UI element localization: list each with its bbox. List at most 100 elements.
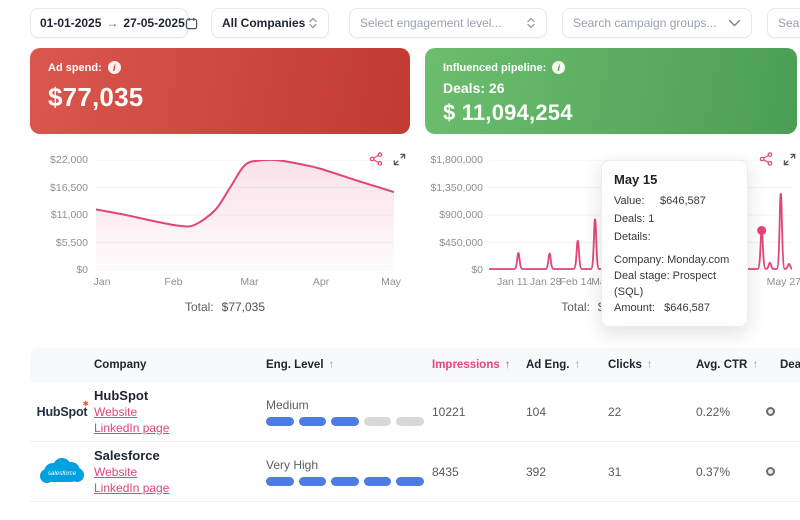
- col-deals[interactable]: Deals: [780, 359, 800, 371]
- total-value: $77,035: [222, 300, 265, 314]
- x-tick: Jan 28: [530, 276, 562, 288]
- tooltip-company: Monday.com: [667, 254, 729, 266]
- y-tick: $900,000: [439, 209, 483, 221]
- tooltip-amount-label: Amount:: [614, 302, 655, 314]
- col-avg-ctr[interactable]: Avg. CTR: [680, 359, 780, 371]
- tooltip-stage-label: Deal stage:: [614, 270, 670, 282]
- expand-icon[interactable]: [393, 153, 406, 166]
- tooltip-amount: $646,587: [664, 302, 710, 314]
- y-tick: $11,000: [51, 209, 88, 221]
- svg-text:salesforce: salesforce: [48, 470, 77, 477]
- x-tick: May 27: [767, 276, 800, 288]
- pipeline-value: $ 11,094,254: [443, 100, 779, 126]
- ad-eng-value: 104: [508, 405, 594, 419]
- ad-spend-total: Total: $77,035: [30, 300, 420, 314]
- linkedin-link[interactable]: LinkedIn page: [94, 420, 258, 436]
- tooltip-details-label: Details:: [614, 231, 735, 243]
- engagement-level-select[interactable]: Select engagement level...: [349, 8, 547, 38]
- x-tick: Jan: [93, 276, 110, 288]
- global-search-input[interactable]: Search...: [767, 8, 800, 38]
- engagement-placeholder: Select engagement level...: [360, 16, 501, 30]
- y-tick: $1,350,000: [430, 182, 483, 194]
- campaign-groups-search[interactable]: Search campaign groups...: [562, 8, 752, 38]
- deals-indicator-icon[interactable]: [766, 407, 775, 416]
- date-end: 27-05-2025: [123, 16, 184, 30]
- tooltip-company-label: Company:: [614, 254, 664, 266]
- y-axis-right-chart: $1,800,000 $1,350,000 $900,000 $450,000 …: [425, 160, 483, 270]
- tooltip-date: May 15: [614, 172, 735, 187]
- eng-level-label: Very High: [266, 458, 424, 472]
- tooltip-value-label: Value:: [614, 195, 660, 207]
- website-link[interactable]: Website: [94, 404, 258, 420]
- deals-indicator-icon[interactable]: [766, 467, 775, 476]
- chevron-down-icon: [728, 19, 741, 27]
- table-row[interactable]: salesforce Salesforce Website LinkedIn p…: [30, 442, 800, 502]
- company-filter-select[interactable]: All Companies: [211, 8, 329, 38]
- eng-level-bar: [266, 417, 424, 426]
- col-impressions[interactable]: Impressions: [424, 359, 508, 371]
- pipeline-deals-count: Deals: 26: [443, 80, 779, 96]
- x-tick: Feb 14: [560, 276, 593, 288]
- info-icon[interactable]: i: [552, 61, 565, 74]
- date-range-picker[interactable]: 01-01-2025 27-05-2025: [30, 8, 188, 38]
- clicks-value: 22: [594, 405, 680, 419]
- companies-table: Company Eng. Level Impressions Ad Eng. C…: [30, 348, 800, 520]
- chart-tooltip: May 15 Value: $646,587 Deals: 1 Details:…: [601, 160, 748, 327]
- avg-ctr-value: 0.37%: [680, 465, 780, 479]
- x-tick: May: [381, 276, 401, 288]
- y-tick: $16,500: [50, 182, 88, 194]
- ad-spend-label: Ad spend:: [48, 62, 102, 74]
- y-tick: $0: [471, 264, 483, 276]
- ad-spend-value: $77,035: [48, 82, 392, 113]
- website-link[interactable]: Website: [94, 464, 258, 480]
- filter-toolbar: 01-01-2025 27-05-2025 All Companies Sele…: [30, 8, 800, 38]
- global-search-placeholder: Search...: [778, 16, 800, 30]
- ad-eng-value: 392: [508, 465, 594, 479]
- x-tick: Mar: [240, 276, 258, 288]
- influenced-pipeline-card: Influenced pipeline: i Deals: 26 $ 11,09…: [425, 48, 797, 134]
- campaign-search-placeholder: Search campaign groups...: [573, 16, 716, 30]
- y-tick: $22,000: [50, 154, 88, 166]
- total-label: Total:: [185, 300, 214, 314]
- date-start: 01-01-2025: [40, 16, 101, 30]
- eng-level-bar: [266, 477, 424, 486]
- col-ad-eng[interactable]: Ad Eng.: [508, 359, 594, 371]
- table-header: Company Eng. Level Impressions Ad Eng. C…: [30, 348, 800, 382]
- y-tick: $5,500: [56, 237, 88, 249]
- pipeline-label: Influenced pipeline:: [443, 62, 546, 74]
- hubspot-logo: HubSpot: [30, 405, 94, 419]
- x-tick: Apr: [313, 276, 329, 288]
- tooltip-value: $646,587: [660, 195, 706, 207]
- y-tick: $450,000: [439, 237, 483, 249]
- col-eng-level[interactable]: Eng. Level: [258, 359, 424, 371]
- salesforce-logo: salesforce: [30, 456, 94, 488]
- company-name: HubSpot: [94, 388, 258, 404]
- table-row[interactable]: HubSpot HubSpot Website LinkedIn page Me…: [30, 382, 800, 442]
- arrow-right-icon: [106, 16, 118, 30]
- company-filter-value: All Companies: [222, 16, 305, 30]
- ad-spend-card: Ad spend: i $77,035: [30, 48, 410, 134]
- chevron-updown-icon: [308, 17, 318, 29]
- x-tick: Jan 11: [497, 276, 528, 288]
- share-icon[interactable]: [369, 152, 383, 166]
- share-icon[interactable]: [759, 152, 773, 166]
- calendar-icon: [185, 17, 198, 30]
- table-row[interactable]: ❄ Snowflake: [30, 502, 800, 520]
- chevron-updown-icon: [526, 17, 536, 29]
- clicks-value: 31: [594, 465, 680, 479]
- expand-icon[interactable]: [783, 153, 796, 166]
- y-tick: $0: [76, 264, 88, 276]
- tooltip-deals: Deals: 1: [614, 213, 735, 225]
- company-name: Salesforce: [94, 448, 258, 464]
- linkedin-link[interactable]: LinkedIn page: [94, 480, 258, 496]
- eng-level-label: Medium: [266, 398, 424, 412]
- x-tick: Feb: [164, 276, 182, 288]
- ad-spend-chart: $22,000 $16,500 $11,000 $5,500 $0 Jan Fe…: [30, 150, 420, 296]
- ad-spend-plot-area[interactable]: [96, 160, 394, 270]
- impressions-value: 8435: [424, 465, 508, 479]
- impressions-value: 10221: [424, 405, 508, 419]
- info-icon[interactable]: i: [108, 61, 121, 74]
- x-axis-left-chart: Jan Feb Mar Apr May: [96, 276, 394, 290]
- col-company[interactable]: Company: [94, 359, 258, 371]
- col-clicks[interactable]: Clicks: [594, 359, 680, 371]
